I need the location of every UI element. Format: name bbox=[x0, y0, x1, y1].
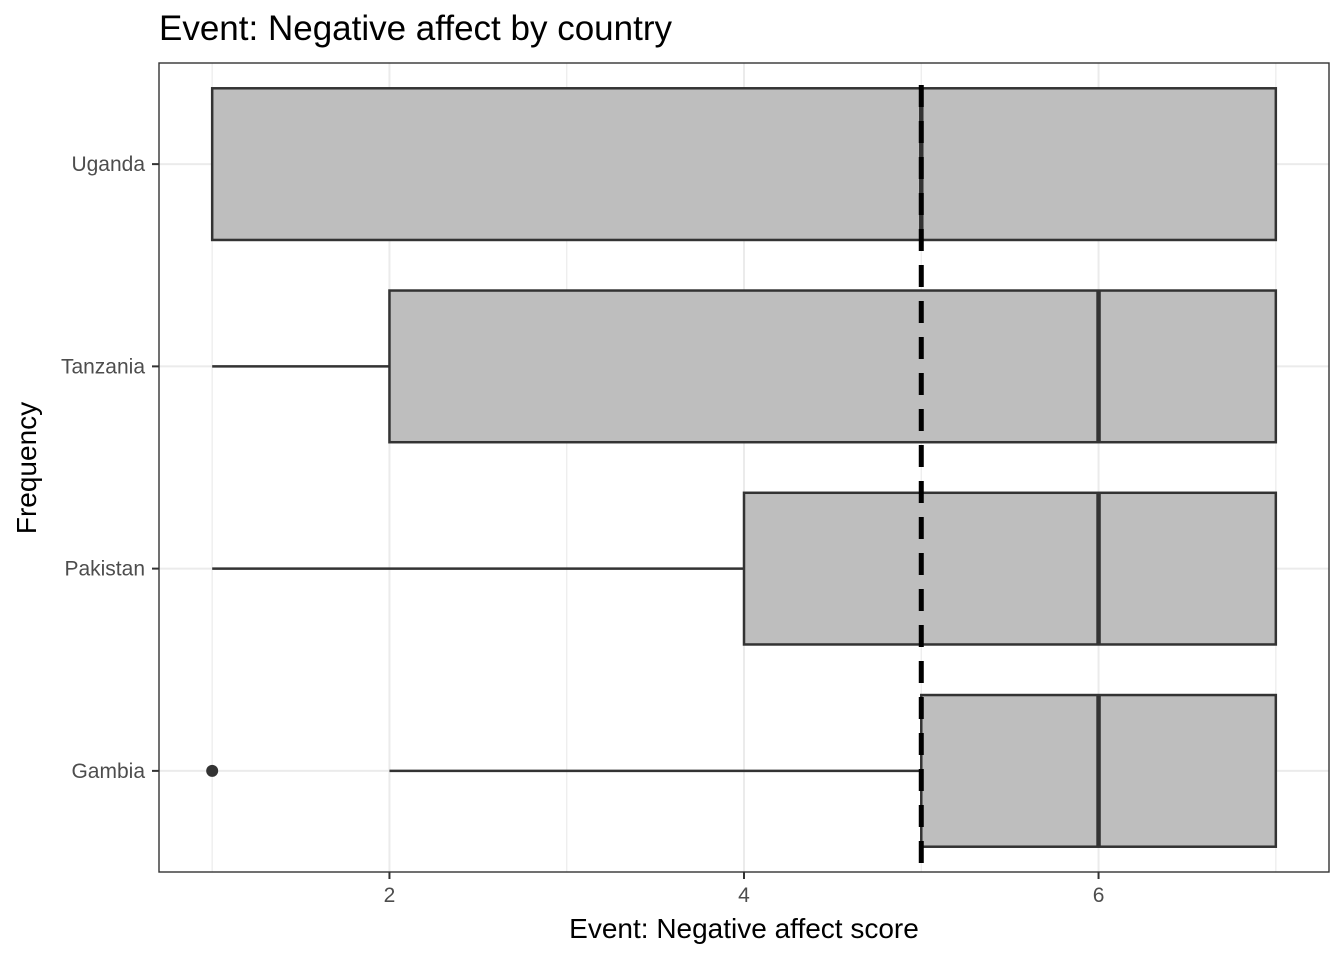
box-gambia bbox=[206, 693, 1278, 848]
y-tick-label-uganda: Uganda bbox=[71, 153, 145, 176]
x-tick-label: 6 bbox=[1093, 884, 1105, 907]
y-axis-title: Frequency bbox=[11, 402, 42, 534]
box-iqr bbox=[742, 491, 1278, 646]
box-iqr bbox=[388, 289, 1278, 444]
axes: 2 4 6 Uganda Tanzania Pakistan Gambia bbox=[61, 153, 1104, 907]
box-uganda bbox=[210, 87, 1278, 242]
boxplot-layer bbox=[206, 85, 1278, 872]
y-tick-label-tanzania: Tanzania bbox=[61, 355, 145, 378]
box-iqr bbox=[210, 87, 1278, 242]
outlier-point bbox=[206, 764, 219, 777]
box-tanzania bbox=[212, 289, 1278, 444]
x-axis-title: Event: Negative affect score bbox=[569, 913, 919, 944]
y-tick-label-pakistan: Pakistan bbox=[64, 558, 145, 581]
y-tick-label-gambia: Gambia bbox=[71, 760, 145, 783]
x-tick-label: 2 bbox=[384, 884, 396, 907]
x-tick-label: 4 bbox=[738, 884, 750, 907]
chart-title: Event: Negative affect by country bbox=[159, 9, 672, 48]
box-pakistan bbox=[212, 491, 1278, 646]
